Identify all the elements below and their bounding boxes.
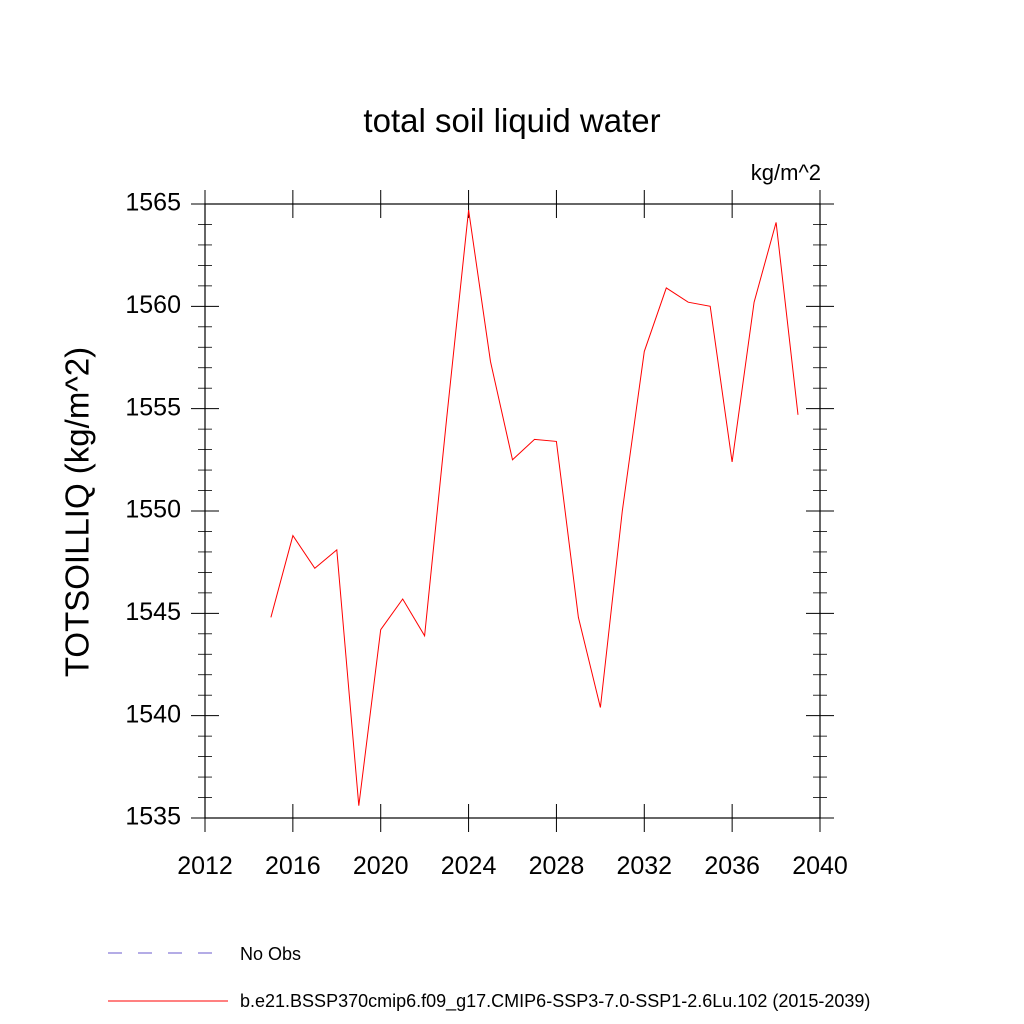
legend-label-no-obs: No Obs bbox=[240, 944, 301, 964]
y-tick-label: 1565 bbox=[125, 189, 181, 217]
x-tick-label: 2040 bbox=[792, 852, 848, 880]
legend: No Obs b.e21.BSSP370cmip6.f09_g17.CMIP6-… bbox=[108, 944, 870, 1012]
y-tick-label: 1535 bbox=[125, 803, 181, 831]
x-tick-label: 2028 bbox=[529, 852, 585, 880]
y-tick-label: 1555 bbox=[125, 393, 181, 421]
units-label: kg/m^2 bbox=[751, 160, 821, 185]
x-tick-label: 2012 bbox=[177, 852, 233, 880]
axis-ticks bbox=[191, 190, 834, 832]
x-tick-label: 2032 bbox=[616, 852, 672, 880]
y-axis-title-group: TOTSOILLIQ (kg/m^2) bbox=[59, 347, 96, 677]
y-tick-label: 1560 bbox=[125, 291, 181, 319]
x-tick-label: 2036 bbox=[704, 852, 760, 880]
y-tick-label: 1545 bbox=[125, 598, 181, 626]
series-layer bbox=[270, 210, 799, 806]
legend-label-series: b.e21.BSSP370cmip6.f09_g17.CMIP6-SSP3-7.… bbox=[240, 991, 870, 1012]
y-axis-title: TOTSOILLIQ (kg/m^2) bbox=[59, 347, 96, 677]
x-tick-label: 2020 bbox=[353, 852, 409, 880]
x-tick-label: 2024 bbox=[441, 852, 497, 880]
series-line bbox=[270, 210, 799, 806]
plot-frame bbox=[204, 203, 821, 819]
x-tick-label: 2016 bbox=[265, 852, 321, 880]
y-tick-label: 1550 bbox=[125, 496, 181, 524]
chart-title: total soil liquid water bbox=[363, 102, 660, 139]
y-tick-label: 1540 bbox=[125, 700, 181, 728]
x-tick-labels: 2012 2016 2020 2024 2028 2032 2036 2040 bbox=[177, 852, 848, 880]
y-tick-labels: 1535 1540 1545 1550 1555 1560 1565 bbox=[125, 189, 181, 831]
